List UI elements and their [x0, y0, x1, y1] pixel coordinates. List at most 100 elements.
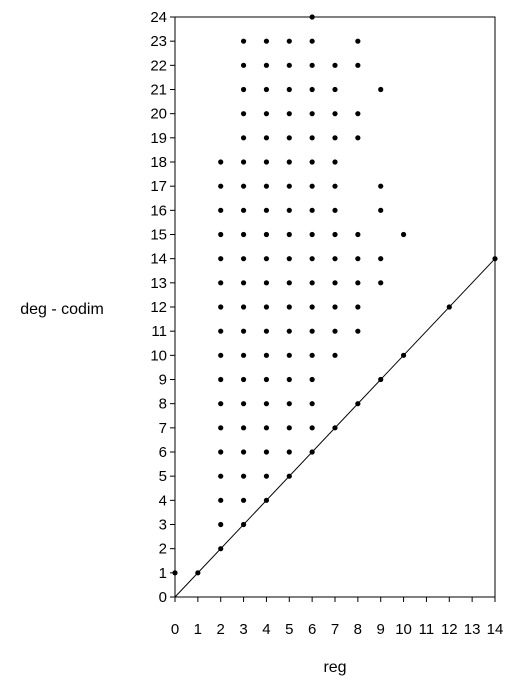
y-tick-label: 23 [150, 33, 167, 50]
data-point [263, 207, 270, 213]
data-point [218, 183, 224, 189]
data-point [378, 376, 384, 383]
data-point [378, 183, 384, 189]
x-tick-label: 7 [331, 621, 339, 638]
y-tick-label: 14 [150, 251, 167, 268]
data-point [240, 401, 247, 407]
data-point [286, 183, 292, 189]
data-point [286, 328, 292, 334]
data-point [286, 38, 292, 44]
data-point [240, 159, 247, 165]
x-tick-label: 6 [308, 621, 316, 638]
data-point [309, 376, 315, 383]
data-point [332, 183, 338, 189]
data-point [240, 256, 247, 262]
data-point [309, 183, 315, 189]
data-point [263, 38, 270, 44]
data-point [286, 449, 292, 455]
data-point [240, 304, 247, 310]
data-point [286, 86, 292, 93]
data-point [263, 86, 270, 93]
data-point [309, 449, 315, 455]
data-point [240, 38, 247, 44]
data-point [218, 401, 224, 407]
data-point [378, 207, 384, 213]
data-point [263, 401, 270, 407]
x-tick-label: 8 [354, 621, 362, 638]
data-point [240, 280, 247, 286]
data-point [355, 135, 361, 141]
data-point [309, 135, 315, 141]
data-point [332, 328, 338, 334]
y-tick-label: 8 [159, 396, 167, 413]
data-point [309, 14, 315, 20]
y-tick-label: 24 [150, 9, 167, 26]
data-point [286, 401, 292, 407]
data-point [400, 352, 407, 358]
data-point [240, 231, 247, 238]
data-point [332, 111, 338, 117]
x-tick-label: 4 [262, 621, 270, 638]
y-tick-label: 9 [159, 372, 167, 389]
data-point [286, 304, 292, 310]
data-point [240, 183, 247, 189]
x-axis-ticks: 0 1 2 3 4 5 6 7 8 9 10 11 12 13 14 [171, 597, 504, 638]
data-point [286, 256, 292, 262]
data-point [218, 256, 224, 262]
data-point [240, 352, 247, 358]
data-point [240, 473, 247, 479]
x-tick-label: 13 [464, 621, 481, 638]
data-point [286, 231, 292, 238]
data-point [355, 280, 361, 286]
data-point [240, 135, 247, 141]
y-tick-label: 19 [150, 130, 167, 147]
data-point [309, 159, 315, 165]
data-point [218, 546, 224, 552]
y-tick-label: 15 [150, 227, 167, 244]
x-tick-label: 9 [377, 621, 385, 638]
data-point [218, 425, 224, 431]
y-tick-label: 13 [150, 275, 167, 292]
data-point [286, 473, 292, 479]
y-tick-label: 17 [150, 178, 167, 195]
data-point [332, 425, 338, 431]
data-point [332, 304, 338, 310]
data-points [172, 14, 498, 576]
y-tick-label: 20 [150, 106, 167, 123]
data-point [286, 280, 292, 286]
y-tick-label: 4 [159, 492, 167, 509]
data-point [263, 256, 270, 262]
y-tick-label: 3 [159, 517, 167, 534]
data-point [263, 135, 270, 141]
data-point [172, 570, 178, 576]
data-point [378, 280, 384, 286]
data-point [355, 328, 361, 334]
y-tick-label: 7 [159, 420, 167, 437]
data-point [332, 159, 338, 165]
x-tick-label: 2 [217, 621, 225, 638]
data-point [309, 111, 315, 117]
data-point [263, 497, 270, 503]
data-point [218, 304, 224, 310]
data-point [286, 207, 292, 213]
data-point [378, 256, 384, 262]
data-point [309, 86, 315, 93]
data-point [263, 352, 270, 358]
data-point [240, 497, 247, 503]
data-point [332, 135, 338, 141]
data-point [240, 86, 247, 93]
data-point [263, 376, 270, 383]
data-point [309, 231, 315, 238]
data-point [400, 231, 407, 238]
data-point [378, 86, 384, 93]
data-point [263, 425, 270, 431]
data-point [355, 111, 361, 117]
data-point [240, 207, 247, 213]
y-tick-label: 12 [150, 299, 167, 316]
x-tick-label: 14 [487, 621, 504, 638]
data-point [286, 111, 292, 117]
data-point [240, 521, 247, 528]
data-point [263, 280, 270, 286]
data-point [263, 111, 270, 117]
